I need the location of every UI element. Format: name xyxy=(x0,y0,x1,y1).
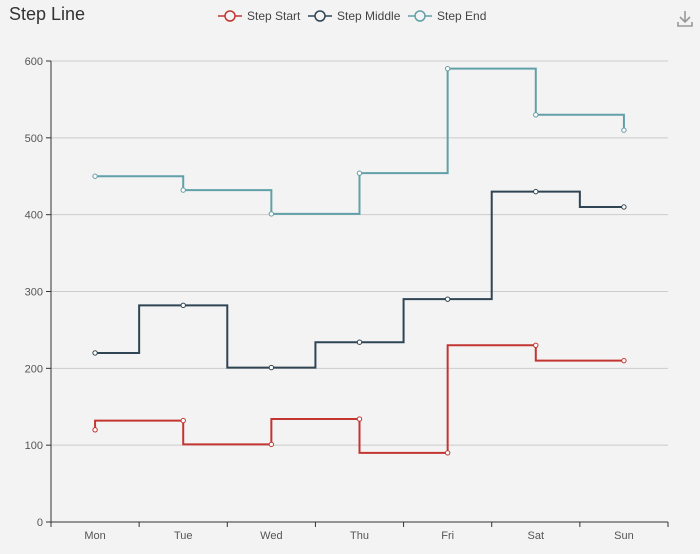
data-point xyxy=(533,112,539,118)
download-button[interactable] xyxy=(674,8,696,30)
legend-marker xyxy=(414,10,426,22)
data-point xyxy=(92,350,98,356)
x-tick-label: Sat xyxy=(528,530,545,542)
data-point xyxy=(268,211,275,217)
legend-label: Step Start xyxy=(247,9,301,23)
legend-item[interactable]: Step Start xyxy=(218,9,301,23)
x-tick-label: Tue xyxy=(174,530,193,542)
data-point xyxy=(444,65,451,72)
data-point xyxy=(621,204,627,210)
series-line xyxy=(94,344,624,454)
x-tick-label: Fri xyxy=(441,530,454,542)
series-start xyxy=(92,342,627,456)
y-tick-label: 500 xyxy=(25,133,43,145)
x-tick-label: Wed xyxy=(260,530,282,542)
data-point xyxy=(92,427,98,433)
data-point xyxy=(268,364,275,371)
data-point xyxy=(621,127,627,133)
data-point xyxy=(533,188,539,195)
y-tick-label: 100 xyxy=(25,440,43,452)
series-middle xyxy=(92,188,627,371)
data-point xyxy=(180,187,186,193)
legend-item[interactable]: Step End xyxy=(408,9,486,23)
x-tick-label: Thu xyxy=(350,530,369,542)
data-point xyxy=(533,342,539,348)
legend-marker xyxy=(314,10,326,22)
y-tick-label: 400 xyxy=(25,210,43,222)
legend: Step Start Step Middle Step End xyxy=(218,9,486,23)
data-point xyxy=(268,441,275,448)
axis-layer: 0 100 200 300 400 500 600 Mon Tue Wed Thu Fri Sat Sun xyxy=(25,56,669,542)
y-tick-label: 200 xyxy=(25,363,43,375)
download-icon xyxy=(677,11,693,27)
legend-marker xyxy=(224,10,236,22)
series-end xyxy=(92,65,627,217)
data-point xyxy=(621,357,627,364)
series-layer xyxy=(92,65,627,456)
grid-layer xyxy=(51,60,668,446)
data-point xyxy=(180,417,186,424)
chart-title: Step Line xyxy=(9,4,86,24)
legend-item[interactable]: Step Middle xyxy=(308,9,401,23)
y-tick-label: 0 xyxy=(37,517,43,529)
y-tick-label: 600 xyxy=(25,56,43,68)
x-tick-label: Mon xyxy=(84,530,105,542)
data-point xyxy=(356,416,363,422)
data-point xyxy=(444,296,451,302)
x-tick-label: Sun xyxy=(614,530,634,542)
y-tick-label: 300 xyxy=(25,287,43,299)
data-point xyxy=(444,450,451,456)
data-point xyxy=(92,173,98,179)
legend-label: Step End xyxy=(437,9,486,23)
data-point xyxy=(180,302,186,309)
data-point xyxy=(356,339,363,345)
legend-label: Step Middle xyxy=(337,9,401,23)
data-point xyxy=(356,170,363,176)
